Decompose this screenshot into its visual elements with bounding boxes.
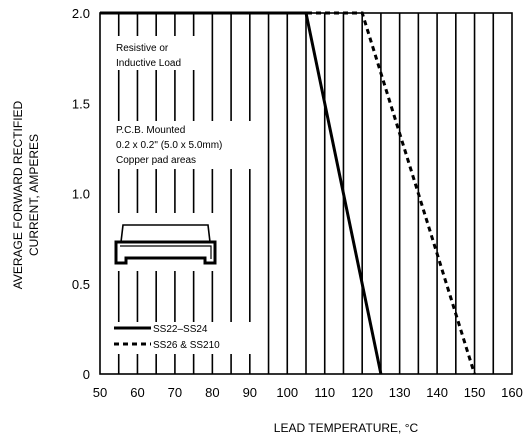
legend-label: SS22–SS24 [153,324,208,335]
x-tick-label: 100 [276,385,298,400]
x-tick-label: 120 [351,385,373,400]
annotation-text: Copper pad areas [116,155,196,166]
annotations: Resistive or Inductive Load P.C.B. Mounted… [111,36,252,169]
axis-titles: LEAD TEMPERATURE, °C AVERAGE FORWARD RECT… [11,100,419,435]
x-axis-title-unit: °C [405,421,419,435]
y-tick-label: 0 [83,367,90,382]
annotation-text: Inductive Load [116,58,181,69]
y-tick-label: 2.0 [72,6,90,21]
legend: SS22–SS24 SS26 & SS210 [112,322,262,354]
annotation-box [111,121,252,169]
x-tick-label: 130 [389,385,411,400]
x-tick-label: 70 [168,385,182,400]
x-axis-title-text: LEAD TEMPERATURE, [274,421,405,435]
package-inner-line [120,245,212,259]
y-tick-label: 1.5 [72,96,90,111]
axes: 50 60 70 80 90 100 110 120 130 140 150 160 0 0.5 1.0 1.… [72,6,523,400]
plot-frame [99,12,513,375]
annotation-text: 0.2 x 0.2" (5.0 x 5.0mm) [116,140,222,151]
package-leads-outline [114,240,217,265]
x-tick-label: 50 [93,385,107,400]
y-tick-label: 0.5 [72,277,90,292]
x-axis-title: LEAD TEMPERATURE, °C [274,421,419,435]
x-tick-label: 60 [130,385,144,400]
x-tick-label: 160 [501,385,523,400]
x-tick-label: 90 [243,385,257,400]
y-axis-title-line2: CURRENT, AMPERES [27,134,41,256]
x-tick-label: 80 [205,385,219,400]
y-axis-title-line1: AVERAGE FORWARD RECTIFIED [11,100,25,289]
annotation-text: P.C.B. Mounted [116,125,185,136]
legend-label: SS26 & SS210 [153,340,220,351]
annotation-box [111,36,196,70]
package-body-outline [120,224,211,243]
x-tick-label: 110 [314,385,335,400]
package-icon [112,213,218,271]
x-tick-label: 140 [426,385,448,400]
x-tick-label: 150 [464,385,486,400]
annotation-text: Resistive or [116,43,169,54]
y-tick-label: 1.0 [72,187,90,202]
